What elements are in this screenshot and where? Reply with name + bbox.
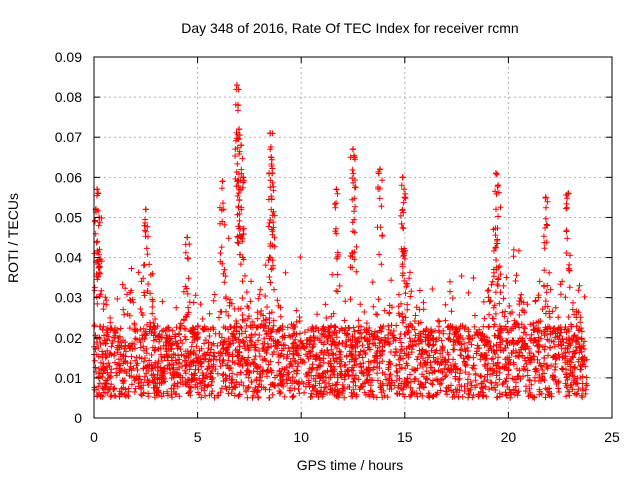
x-tick-label: 20	[501, 429, 517, 445]
roti-peak-point	[235, 102, 242, 109]
y-tick-label: 0.01	[55, 370, 82, 386]
chart-title: Day 348 of 2016, Rate Of TEC Index for r…	[181, 20, 518, 36]
roti-peak-point	[268, 154, 275, 161]
roti-peak-point	[236, 126, 243, 133]
roti-peak-point	[565, 190, 572, 197]
x-tick-label: 10	[293, 429, 309, 445]
y-axis-label: ROTI / TECUs	[5, 193, 21, 283]
roti-peak-point	[495, 182, 502, 189]
roti-peak-point	[184, 234, 191, 241]
data-points	[91, 82, 590, 401]
roti-peak-point	[94, 186, 101, 193]
x-tick-label: 15	[397, 429, 413, 445]
roti-peak-point	[401, 194, 408, 201]
plot-frame	[93, 56, 613, 419]
axis-ticks: 0 5 10 15 20 25 0 0.01 0.02 0.03 0.04 0.05 0.06 0.07 0…	[55, 49, 620, 445]
roti-peak-point	[399, 174, 406, 181]
roti-peak-point	[267, 130, 274, 137]
roti-peak-point	[269, 170, 276, 177]
y-tick-label: 0.06	[55, 169, 82, 185]
roti-markers	[91, 82, 590, 401]
roti-peak-point	[542, 194, 549, 201]
x-tick-label: 25	[604, 429, 620, 445]
x-tick-label: 5	[194, 429, 202, 445]
roti-peak-point	[240, 174, 247, 181]
x-axis-label: GPS time / hours	[297, 457, 404, 473]
roti-peak-point	[333, 186, 340, 193]
x-tick-label: 0	[90, 429, 98, 445]
roti-peak-point	[351, 154, 358, 161]
roti-peak-point	[142, 206, 149, 213]
y-tick-label: 0.05	[55, 209, 82, 225]
y-tick-label: 0.08	[55, 89, 82, 105]
roti-peak-point	[219, 178, 226, 185]
roti-peak-point	[350, 146, 356, 153]
roti-peak-point	[95, 190, 102, 197]
roti-peak-point	[492, 170, 499, 177]
y-tick-label: 0	[74, 410, 82, 426]
y-tick-label: 0.07	[55, 129, 82, 145]
y-tick-label: 0.04	[55, 250, 82, 266]
y-tick-label: 0.02	[55, 330, 82, 346]
y-tick-label: 0.03	[55, 290, 82, 306]
y-tick-label: 0.09	[55, 49, 82, 65]
roti-peak-point	[376, 166, 383, 173]
roti-peak-point	[233, 82, 240, 89]
roti-peak-point	[238, 142, 245, 149]
